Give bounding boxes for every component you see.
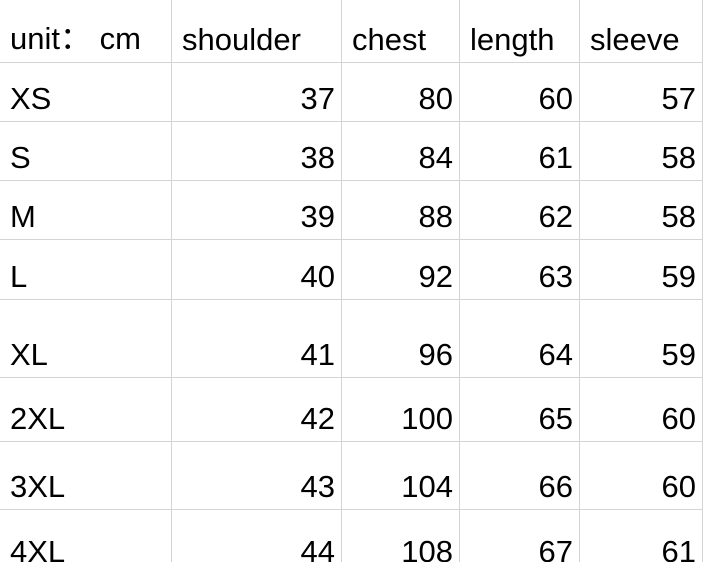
value-cell: 96 [342,300,460,378]
size-cell: 2XL [0,378,172,442]
value-cell: 60 [580,442,703,510]
value-cell: 58 [580,181,703,240]
header-cell: length [460,0,580,63]
value-cell: 100 [342,378,460,442]
value-cell: 61 [580,510,703,562]
value-cell: 38 [172,122,342,181]
value-cell: 43 [172,442,342,510]
size-cell: XL [0,300,172,378]
size-cell: L [0,240,172,300]
value-cell: 66 [460,442,580,510]
value-cell: 59 [580,300,703,378]
value-cell: 41 [172,300,342,378]
value-cell: 37 [172,63,342,122]
value-cell: 40 [172,240,342,300]
header-cell: unit： cm [0,0,172,63]
value-cell: 108 [342,510,460,562]
value-cell: 92 [342,240,460,300]
value-cell: 88 [342,181,460,240]
value-cell: 67 [460,510,580,562]
size-cell: 4XL [0,510,172,562]
value-cell: 58 [580,122,703,181]
value-cell: 61 [460,122,580,181]
size-cell: 3XL [0,442,172,510]
size-cell: M [0,181,172,240]
value-cell: 63 [460,240,580,300]
value-cell: 84 [342,122,460,181]
size-cell: S [0,122,172,181]
value-cell: 42 [172,378,342,442]
header-cell: shoulder [172,0,342,63]
value-cell: 44 [172,510,342,562]
value-cell: 39 [172,181,342,240]
value-cell: 80 [342,63,460,122]
value-cell: 65 [460,378,580,442]
header-cell: chest [342,0,460,63]
value-cell: 59 [580,240,703,300]
size-cell: XS [0,63,172,122]
value-cell: 57 [580,63,703,122]
value-cell: 104 [342,442,460,510]
value-cell: 60 [460,63,580,122]
header-cell: sleeve [580,0,703,63]
value-cell: 64 [460,300,580,378]
value-cell: 60 [580,378,703,442]
value-cell: 62 [460,181,580,240]
